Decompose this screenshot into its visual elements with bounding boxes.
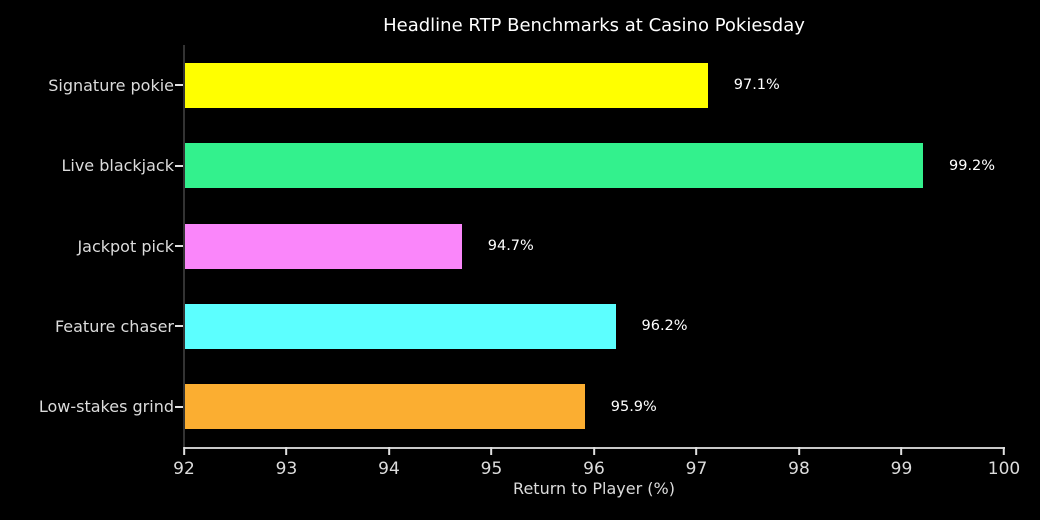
y-tick-mark (175, 405, 183, 408)
bar-value-label: 99.2% (949, 157, 996, 174)
category-label: Low-stakes grind (38, 397, 174, 417)
x-tick: 100 (988, 447, 1020, 479)
x-tick-label: 99 (890, 459, 913, 479)
category-label: Feature chaser (54, 316, 174, 336)
category-label: Live blackjack (61, 156, 174, 176)
x-tick: 98 (788, 447, 810, 479)
category-label: Signature pokie (48, 75, 174, 95)
x-tick: 94 (378, 447, 400, 479)
x-tick-label: 92 (173, 459, 195, 479)
bar (185, 62, 708, 108)
x-tick-mark (900, 447, 903, 455)
x-axis-label: Return to Player (%) (513, 479, 675, 498)
bar (185, 143, 923, 189)
bar-value-label: 96.2% (641, 318, 688, 335)
bar-value-label: 95.9% (610, 398, 657, 415)
y-axis-labels: Signature pokie Live blackjack Jackpot pic… (0, 45, 174, 447)
x-tick: 93 (275, 447, 298, 479)
bar-row: 99.2% (175, 125, 1005, 205)
y-tick-mark (175, 245, 183, 248)
x-tick-mark (592, 447, 595, 455)
chart-title: Headline RTP Benchmarks at Casino Pokies… (383, 15, 805, 36)
bar-row: 95.9% (175, 367, 1005, 447)
y-tick-mark (175, 325, 183, 328)
x-tick-mark (695, 447, 698, 455)
x-tick-label: 93 (275, 459, 298, 479)
x-tick-mark (182, 447, 185, 455)
category-label: Jackpot pick (77, 236, 174, 256)
bar (185, 384, 585, 430)
x-axis-ticks: 92 93 94 95 96 97 98 99 100 (173, 447, 1020, 487)
x-tick-mark (285, 447, 288, 455)
x-tick-label: 97 (685, 459, 708, 479)
x-tick: 95 (480, 447, 503, 479)
x-tick: 96 (583, 447, 605, 479)
x-tick-mark (1002, 447, 1005, 455)
x-tick: 92 (173, 447, 195, 479)
bar-row: 96.2% (175, 286, 1005, 366)
y-tick-mark (175, 164, 183, 167)
x-tick: 97 (685, 447, 708, 479)
y-tick-mark (175, 84, 183, 87)
x-tick-mark (387, 447, 390, 455)
bar-value-label: 94.7% (487, 238, 534, 255)
x-tick: 99 (890, 447, 913, 479)
x-tick-mark (797, 447, 800, 455)
bar-row: 94.7% (175, 206, 1005, 286)
x-tick-mark (490, 447, 493, 455)
x-tick-label: 96 (583, 459, 605, 479)
bar (185, 303, 616, 349)
x-tick-label: 94 (378, 459, 400, 479)
bar (185, 223, 462, 269)
bar-row: 97.1% (175, 45, 1005, 125)
x-tick-label: 95 (480, 459, 503, 479)
bar-value-label: 97.1% (733, 77, 780, 94)
x-tick-label: 100 (987, 459, 1021, 479)
x-tick-label: 98 (788, 459, 810, 479)
plot-area: 97.1% 99.2% 94.7% 96.2% 95.9% (175, 45, 1005, 449)
